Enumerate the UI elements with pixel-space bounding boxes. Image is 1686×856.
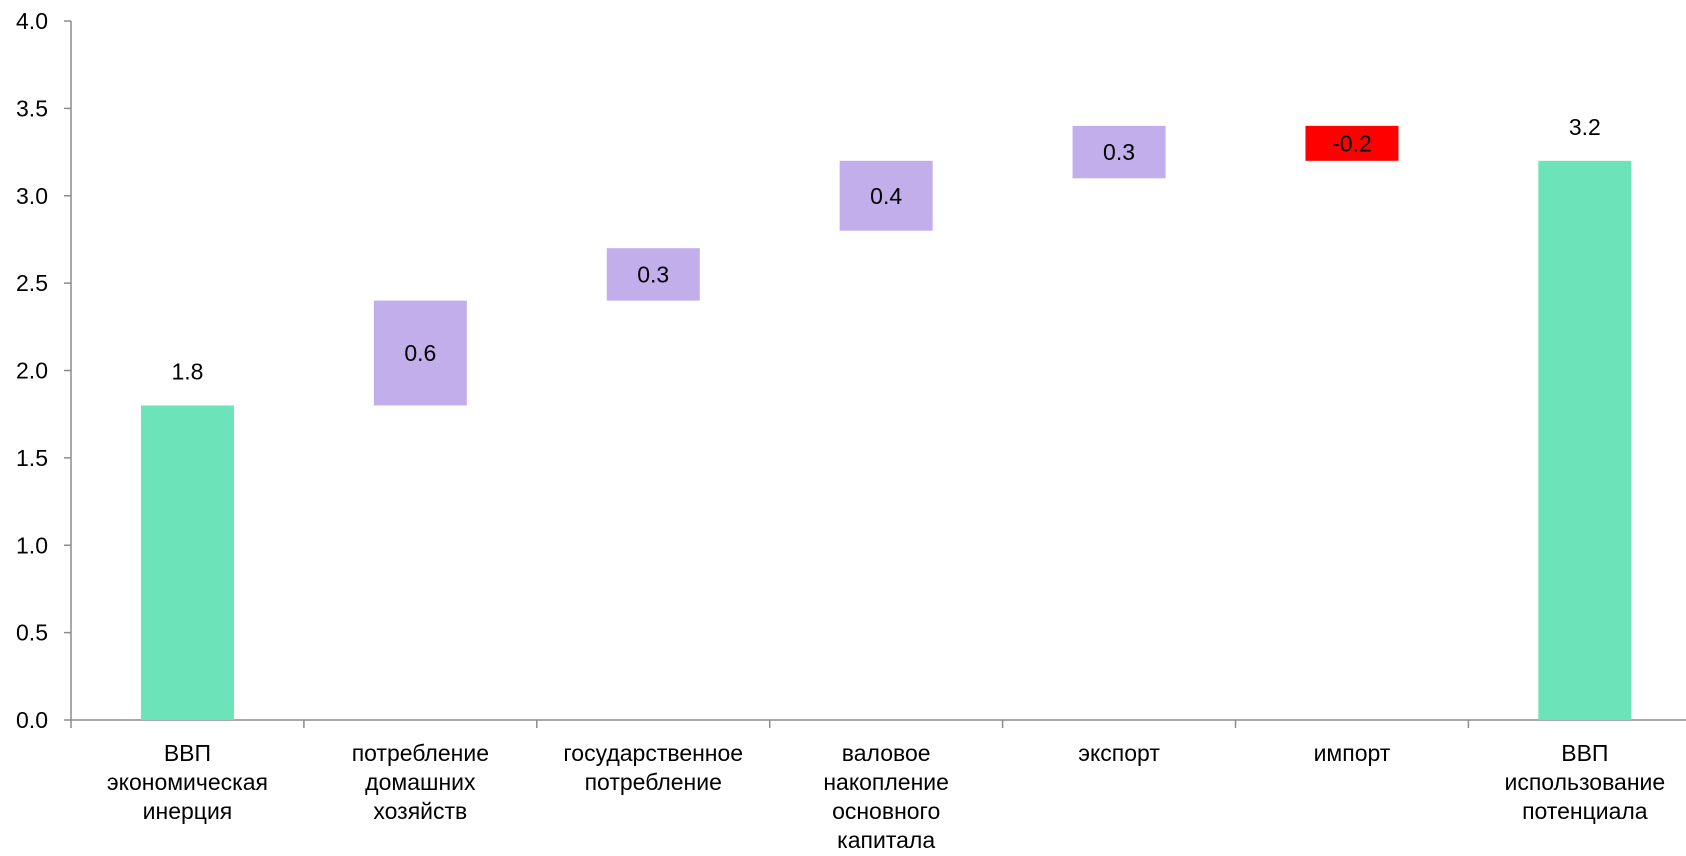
y-tick-label: 2.0 — [16, 358, 48, 384]
data-label-1: 1.8 — [171, 358, 203, 384]
y-tick-label: 2.5 — [16, 270, 48, 296]
category-label-2: потребление домашних хозяйств — [352, 740, 489, 824]
data-label-2: 0.6 — [404, 340, 436, 366]
bar-5 — [1072, 125, 1166, 179]
data-label-3: 0.3 — [637, 261, 669, 287]
bar-2 — [373, 300, 467, 406]
category-label-5: экспорт — [1078, 740, 1160, 766]
y-tick-label: 3.5 — [16, 95, 48, 121]
y-tick-label: 4.0 — [16, 8, 48, 34]
category-label-3: государственное потребление — [563, 740, 743, 795]
bar-1 — [140, 405, 234, 720]
y-tick-label: 0.5 — [16, 620, 48, 646]
y-tick-label: 0.0 — [16, 707, 48, 733]
category-label-4: валовое накопление основного капитала — [823, 740, 949, 853]
bar-6 — [1305, 125, 1399, 161]
bars: 1.8 0.6 0.3 0.4 0.3 -0.2 3.2 — [140, 114, 1632, 721]
x-axis: ВВП экономическая инерция потребление домашн… — [70, 719, 1686, 853]
data-label-7: 3.2 — [1569, 114, 1601, 140]
y-tick-label: 1.0 — [16, 532, 48, 558]
data-label-6: -0.2 — [1332, 130, 1372, 156]
category-label-1: ВВП экономическая инерция — [107, 740, 268, 824]
bar-7 — [1538, 160, 1632, 721]
bar-3 — [606, 248, 700, 301]
y-axis: 0.0 0.5 1.0 1.5 2.0 2.5 3.0 3.5 4.0 — [16, 8, 72, 733]
category-label-7: ВВП использование потенциала — [1505, 740, 1666, 824]
data-label-5: 0.3 — [1103, 139, 1135, 165]
bar-4 — [839, 160, 933, 231]
data-label-4: 0.4 — [870, 183, 902, 209]
y-tick-label: 3.0 — [16, 183, 48, 209]
y-tick-label: 1.5 — [16, 445, 48, 471]
category-label-6: импорт — [1314, 740, 1391, 766]
